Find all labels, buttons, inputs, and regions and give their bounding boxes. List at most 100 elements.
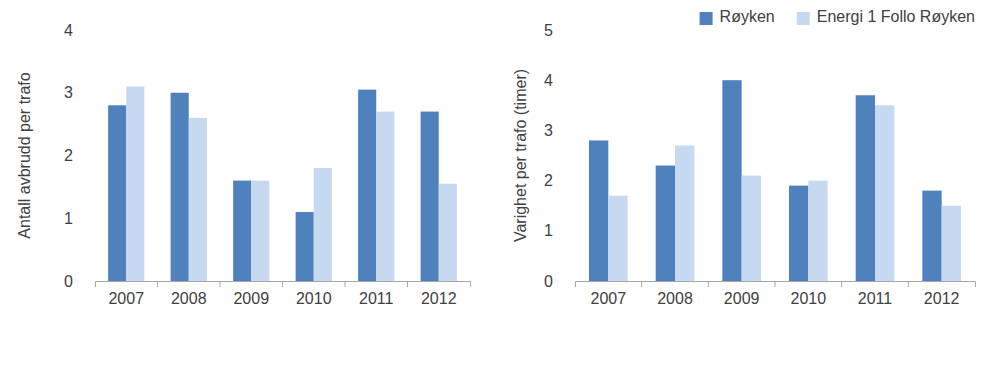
bar-series — [589, 80, 942, 281]
bar — [421, 112, 439, 281]
y-axis-title: Antall avbrudd per trafo — [16, 72, 33, 238]
x-tick-label: 2007 — [108, 290, 144, 307]
y-tick-label: 0 — [64, 273, 73, 290]
x-separators — [642, 281, 909, 287]
figure: 0 1 2 3 4 2007 2008 2009 2010 2011 2012 Antall avbr… — [0, 0, 997, 370]
x-separator — [345, 281, 346, 287]
x-tick-label: 2011 — [858, 290, 893, 307]
y-tick-label: 2 — [64, 147, 73, 164]
x-tick-label: 2010 — [791, 290, 827, 307]
y-tick: 0 — [544, 273, 575, 290]
bar — [942, 206, 961, 281]
bar — [126, 86, 144, 281]
bar-series — [108, 90, 439, 281]
x-tick: 2012 — [924, 281, 960, 307]
bar — [722, 80, 741, 281]
bars — [589, 80, 961, 281]
x-axis: 2007 2008 2009 2010 2011 2012 — [96, 281, 471, 307]
y-tick: 4 — [544, 72, 575, 89]
bar — [922, 191, 941, 281]
x-separator — [407, 281, 408, 287]
x-tick: 2007 — [108, 281, 144, 307]
bar — [376, 112, 394, 281]
y-axis-title: Varighet per trafo (timer) — [512, 69, 529, 242]
x-tick-label: 2012 — [924, 290, 960, 307]
bar — [296, 212, 314, 281]
bar — [875, 105, 894, 281]
x-separators — [158, 281, 408, 287]
y-tick-label: 0 — [544, 273, 553, 290]
x-separator — [641, 281, 642, 287]
x-tick-label: 2010 — [296, 290, 332, 307]
x-tick-label: 2008 — [171, 290, 207, 307]
x-separator — [708, 281, 709, 287]
y-tick: 0 — [64, 273, 95, 290]
bar — [358, 90, 376, 281]
bar — [856, 95, 875, 281]
y-tick: 2 — [544, 172, 575, 189]
x-tick: 2011 — [858, 281, 893, 307]
legend-swatch — [700, 12, 713, 25]
legend-label: Energi 1 Follo Røyken — [817, 8, 975, 25]
chart: 0 1 2 3 4 5 2007 2008 2009 2010 2011 2012 Varighet p… — [512, 8, 975, 307]
x-axis-line — [96, 282, 471, 288]
bar — [589, 140, 608, 281]
bar — [675, 145, 694, 281]
bar — [189, 118, 207, 281]
y-tick: 5 — [544, 22, 575, 39]
bar — [314, 168, 332, 281]
x-tick: 2012 — [421, 281, 457, 307]
x-separator — [908, 281, 909, 287]
bar — [742, 176, 761, 281]
y-tick: 1 — [544, 222, 575, 239]
bar — [439, 184, 457, 281]
x-separator — [282, 281, 283, 287]
x-separator — [220, 281, 221, 287]
bar-series — [608, 105, 961, 281]
x-tick: 2007 — [591, 281, 627, 307]
y-tick: 1 — [64, 210, 95, 227]
y-tick-label: 1 — [544, 222, 553, 239]
x-separator — [841, 281, 842, 287]
x-tick: 2011 — [359, 281, 394, 307]
y-tick-label: 1 — [64, 210, 73, 227]
x-tick-label: 2012 — [421, 290, 457, 307]
y-tick: 3 — [64, 84, 95, 101]
y-tick-label: 5 — [544, 22, 553, 39]
y-tick-label: 3 — [544, 122, 553, 139]
x-separator — [775, 281, 776, 287]
x-tick-label: 2009 — [233, 290, 269, 307]
bar — [171, 93, 189, 281]
y-axis-line — [95, 31, 96, 282]
x-tick-label: 2011 — [359, 290, 394, 307]
y-tick-label: 4 — [64, 22, 73, 39]
bar-series — [126, 86, 457, 281]
x-tick: 2009 — [724, 281, 760, 307]
y-tick: 2 — [64, 147, 95, 164]
x-tick: 2008 — [171, 281, 207, 307]
bar — [808, 181, 827, 281]
bar — [233, 181, 251, 281]
x-tick: 2009 — [233, 281, 269, 307]
y-tick-label: 2 — [544, 172, 553, 189]
x-tick-label: 2009 — [724, 290, 760, 307]
x-tick-label: 2008 — [657, 290, 693, 307]
bar — [608, 196, 627, 281]
legend-label: Røyken — [720, 8, 775, 25]
y-axis-line — [575, 31, 576, 282]
bar — [251, 181, 269, 281]
bars — [108, 86, 457, 281]
bar — [789, 186, 808, 281]
x-separator — [157, 281, 158, 287]
y-axis: 0 1 2 3 4 5 — [544, 22, 575, 290]
x-axis-line — [576, 282, 976, 288]
x-tick-label: 2007 — [591, 290, 627, 307]
bar — [108, 105, 126, 281]
y-tick-label: 4 — [544, 72, 553, 89]
y-tick: 3 — [544, 122, 575, 139]
legend: Energi 1 Follo Røyken Røyken — [700, 8, 975, 25]
y-tick: 4 — [64, 22, 95, 39]
y-tick-label: 3 — [64, 84, 73, 101]
y-axis: 0 1 2 3 4 — [64, 22, 95, 290]
legend-swatch — [797, 12, 810, 25]
